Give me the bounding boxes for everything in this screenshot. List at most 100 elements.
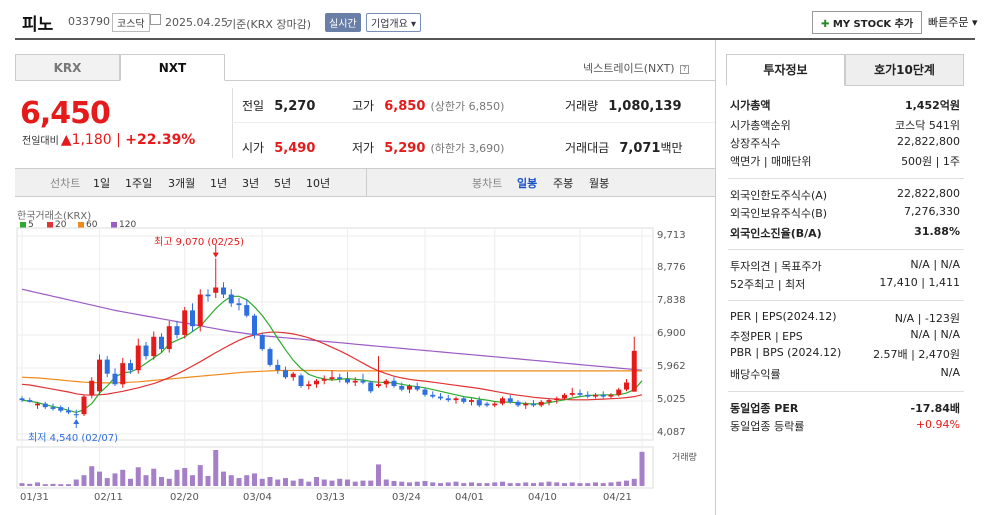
volume-axis-label: 거래량 bbox=[672, 453, 697, 463]
info-value: 500원 | 1주 bbox=[901, 155, 960, 168]
candle bbox=[128, 363, 133, 371]
interval-weekly[interactable]: 주봉 bbox=[553, 177, 574, 190]
x-tick: 03/24 bbox=[392, 492, 421, 503]
candle bbox=[120, 363, 126, 385]
info-row: PER | EPS(2024.12) N/A | -123원 bbox=[730, 310, 960, 328]
realtime-badge[interactable]: 실시간 bbox=[325, 13, 361, 32]
change-value: ▲1,180 bbox=[60, 132, 112, 148]
volume-bar bbox=[500, 481, 505, 486]
price-chart[interactable] bbox=[0, 0, 715, 515]
x-tick: 04/21 bbox=[603, 492, 632, 503]
prev-close-label: 전일 bbox=[242, 99, 265, 113]
candle bbox=[422, 389, 428, 395]
x-tick: 02/11 bbox=[94, 492, 123, 503]
volume-bar bbox=[368, 480, 374, 486]
company-overview-button[interactable]: 기업개요 ▾ bbox=[366, 13, 422, 32]
period-1w[interactable]: 1주일 bbox=[125, 177, 153, 190]
candle bbox=[228, 294, 234, 304]
volume-bar bbox=[42, 484, 48, 486]
legend-ma20: 20 bbox=[55, 220, 67, 230]
candle bbox=[515, 401, 521, 406]
candle bbox=[569, 393, 575, 395]
volume-bar bbox=[538, 482, 544, 486]
current-price: 6,450 bbox=[20, 96, 111, 131]
high-label: 고가 bbox=[352, 99, 375, 113]
help-icon[interactable]: ? bbox=[680, 64, 690, 74]
tab-orderbook[interactable]: 호가10단계 bbox=[845, 54, 964, 86]
info-value: N/A | N/A bbox=[910, 258, 960, 271]
quote-basis: 기준(KRX 장마감) bbox=[226, 18, 312, 31]
candle bbox=[492, 403, 498, 406]
info-key: 투자의견 | 목표주가 bbox=[730, 260, 822, 273]
period-10y[interactable]: 10년 bbox=[306, 177, 331, 190]
volume-bar bbox=[81, 475, 87, 486]
tab-krx[interactable]: KRX bbox=[15, 54, 120, 81]
ma5-line bbox=[21, 295, 643, 414]
add-mystock-label: MY STOCK 추가 bbox=[832, 19, 914, 30]
candle bbox=[104, 359, 110, 374]
volume-bar bbox=[252, 473, 257, 486]
quick-order-button[interactable]: 빠른주문 ▾ bbox=[928, 14, 978, 30]
candle bbox=[531, 403, 536, 406]
chart-toolbar bbox=[15, 168, 715, 197]
tab-nxt[interactable]: NXT bbox=[120, 54, 225, 81]
nxt-label-text: 넥스트레이드(NXT) bbox=[583, 62, 675, 75]
info-divider bbox=[728, 178, 964, 179]
period-5y[interactable]: 5년 bbox=[274, 177, 292, 190]
info-key: PER | EPS(2024.12) bbox=[730, 310, 837, 323]
add-mystock-button[interactable]: ✚ MY STOCK 추가 bbox=[812, 11, 923, 34]
volume-bar bbox=[383, 479, 389, 486]
volume-bar bbox=[135, 467, 141, 486]
candle bbox=[593, 394, 598, 397]
candle bbox=[143, 345, 149, 357]
candle bbox=[27, 400, 33, 402]
info-divider bbox=[728, 300, 964, 301]
volume-bar bbox=[414, 481, 420, 486]
candle bbox=[461, 398, 467, 402]
volume-bar bbox=[593, 482, 598, 486]
info-row: 외국인한도주식수(A) 22,822,800 bbox=[730, 187, 960, 205]
info-row: 투자의견 | 목표주가 N/A | N/A bbox=[730, 258, 960, 276]
y-tick: 5,025 bbox=[657, 394, 686, 405]
stock-name: 피노 bbox=[22, 15, 54, 35]
period-1y[interactable]: 1년 bbox=[210, 177, 228, 190]
volume-bar bbox=[585, 483, 591, 486]
x-tick: 03/13 bbox=[316, 492, 345, 503]
ma5-swatch bbox=[20, 221, 26, 228]
candle-chart-label: 봉차트 bbox=[472, 177, 503, 190]
y-tick: 7,838 bbox=[657, 295, 686, 306]
volume-bar bbox=[554, 482, 560, 486]
period-3m[interactable]: 3개월 bbox=[168, 177, 196, 190]
low-label: 저가 bbox=[352, 141, 375, 155]
candle bbox=[112, 373, 118, 385]
volume-bar bbox=[290, 480, 296, 486]
candle bbox=[259, 335, 265, 350]
tab-investment-info[interactable]: 투자정보 bbox=[726, 54, 845, 86]
candle bbox=[345, 378, 350, 383]
volume-bar bbox=[515, 483, 521, 486]
volume-bar bbox=[236, 478, 242, 486]
quote-date: 2025.04.25 bbox=[165, 16, 228, 29]
candle bbox=[383, 380, 389, 385]
candle bbox=[197, 294, 203, 327]
nxt-label: 넥스트레이드(NXT) ? bbox=[583, 60, 690, 76]
volume-bar bbox=[631, 478, 637, 486]
chart-source: 한국거래소(KRX) bbox=[17, 211, 92, 222]
period-3y[interactable]: 3년 bbox=[242, 177, 260, 190]
volume-bar bbox=[197, 465, 203, 486]
candle bbox=[577, 393, 583, 395]
candle bbox=[600, 394, 606, 397]
volume-bar bbox=[174, 469, 180, 486]
interval-monthly[interactable]: 월봉 bbox=[589, 177, 610, 190]
volume-bar bbox=[624, 480, 629, 486]
info-row: 52주최고 | 최저 17,410 | 1,411 bbox=[730, 276, 960, 294]
candle bbox=[166, 326, 172, 350]
candle bbox=[538, 401, 544, 406]
info-row: 액면가 | 매매단위 500원 | 1주 bbox=[730, 153, 960, 171]
y-tick: 4,087 bbox=[657, 427, 686, 438]
interval-daily[interactable]: 일봉 bbox=[517, 177, 538, 190]
candle bbox=[50, 407, 56, 409]
candle bbox=[337, 377, 343, 379]
period-1d[interactable]: 1일 bbox=[93, 177, 111, 190]
volume-bar bbox=[329, 480, 335, 486]
